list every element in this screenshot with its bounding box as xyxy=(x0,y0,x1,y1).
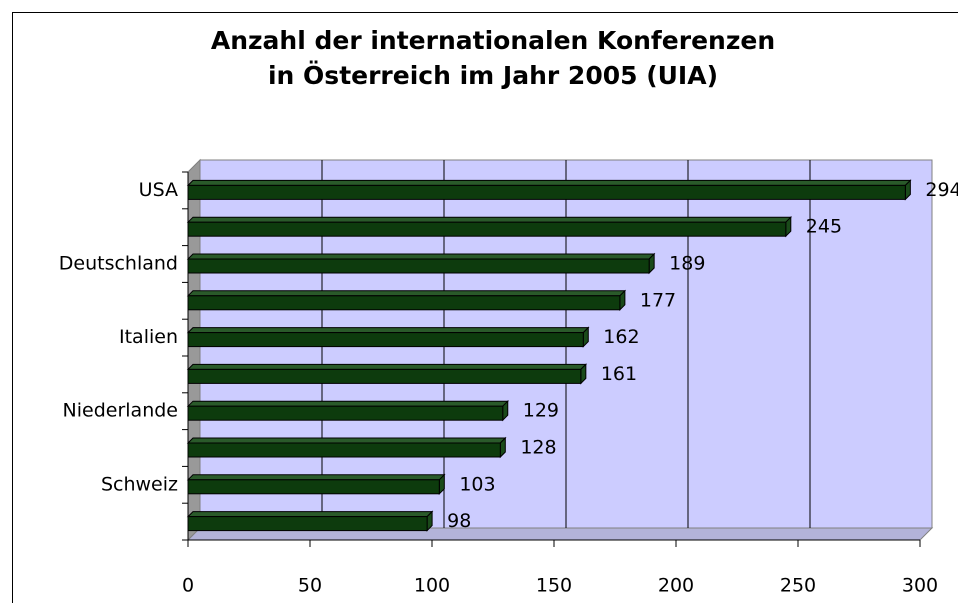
y-tick-label: USA xyxy=(139,179,178,201)
chart-title: Anzahl der internationalen Konferenzen xyxy=(211,26,775,55)
y-tick-label: Italien xyxy=(119,326,178,348)
x-tick-label: 50 xyxy=(298,575,322,597)
y-tick-label: Niederlande xyxy=(63,400,178,422)
x-tick-label: 200 xyxy=(658,575,694,597)
data-label: 245 xyxy=(806,216,842,238)
bar-top xyxy=(186,511,434,518)
bar xyxy=(187,368,582,384)
bar-top xyxy=(186,363,588,370)
bar-top xyxy=(186,290,627,297)
x-tick-label: 100 xyxy=(414,575,450,597)
data-label: 129 xyxy=(523,400,559,422)
bar-top xyxy=(186,253,656,260)
bar xyxy=(187,332,584,348)
data-label: 98 xyxy=(447,510,471,532)
bar-top xyxy=(186,437,507,444)
bar xyxy=(187,442,501,458)
bar xyxy=(187,258,650,274)
data-label: 162 xyxy=(603,326,639,348)
data-label: 103 xyxy=(459,473,495,495)
bar xyxy=(187,405,504,421)
data-label: 177 xyxy=(640,289,676,311)
x-tick-label: 150 xyxy=(536,575,572,597)
y-tick-label: Deutschland xyxy=(59,253,178,275)
x-tick-label: 250 xyxy=(780,575,816,597)
bar xyxy=(187,516,428,532)
x-tick-label: 300 xyxy=(902,575,938,597)
bar-top xyxy=(186,179,912,186)
bar-top xyxy=(186,216,793,223)
bar xyxy=(187,295,621,311)
bar xyxy=(187,221,787,237)
bar xyxy=(187,479,440,495)
bar-top xyxy=(186,474,446,481)
bar-top xyxy=(186,400,509,407)
y-tick-label: Schweiz xyxy=(101,473,178,495)
bar xyxy=(187,184,906,200)
x-tick-label: 0 xyxy=(182,575,194,597)
chart-title: in Österreich im Jahr 2005 (UIA) xyxy=(268,60,718,90)
data-label: 161 xyxy=(601,363,637,385)
bar-top xyxy=(186,327,590,334)
data-label: 294 xyxy=(925,179,958,201)
data-label: 189 xyxy=(669,253,705,275)
data-label: 128 xyxy=(520,437,556,459)
